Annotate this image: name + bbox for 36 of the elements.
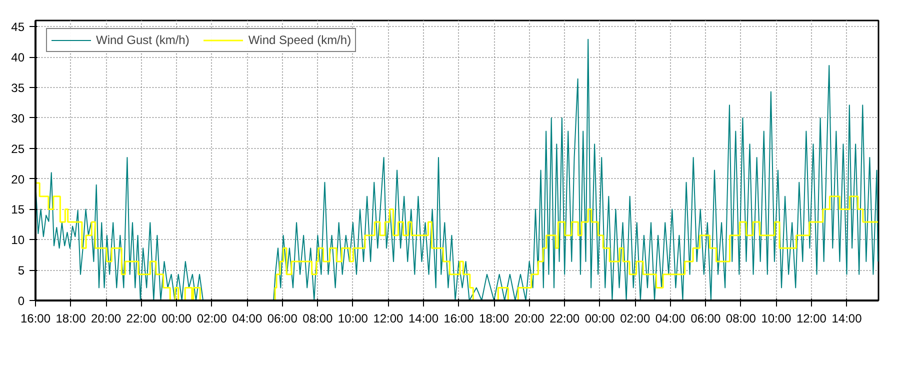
x-tick-label: 22:00 bbox=[126, 312, 157, 326]
legend-label: Wind Speed (km/h) bbox=[248, 33, 352, 47]
y-tick-label: 30 bbox=[11, 111, 25, 126]
y-tick-label: 0 bbox=[18, 294, 25, 308]
x-tick-label: 20:00 bbox=[514, 312, 545, 326]
x-tick-label: 08:00 bbox=[726, 312, 756, 326]
y-tick-label: 40 bbox=[11, 50, 25, 65]
x-tick-label: 20:00 bbox=[91, 312, 122, 326]
x-tick-label: 12:00 bbox=[373, 312, 404, 326]
y-tick-label: 10 bbox=[11, 233, 25, 248]
y-tick-label: 35 bbox=[11, 80, 25, 95]
y-tick-label: 20 bbox=[11, 172, 25, 186]
x-tick-label: 14:00 bbox=[408, 312, 439, 326]
x-tick-label: 02:00 bbox=[196, 312, 228, 326]
x-tick-label: 16:00 bbox=[20, 312, 51, 326]
x-tick-label: 08:00 bbox=[302, 312, 334, 326]
y-tick-label: 15 bbox=[11, 202, 25, 217]
x-tick-label: 18:00 bbox=[479, 312, 510, 326]
x-tick-label: 04:00 bbox=[655, 312, 686, 326]
x-tick-label: 22:00 bbox=[550, 312, 580, 326]
x-tick-label: 06:00 bbox=[267, 312, 298, 326]
x-tick-label: 18:00 bbox=[56, 312, 86, 326]
x-tick-label: 00:00 bbox=[584, 312, 616, 326]
x-tick-label: 00:00 bbox=[162, 312, 192, 326]
y-tick-label: 45 bbox=[11, 20, 25, 34]
x-tick-label: 10:00 bbox=[761, 312, 792, 326]
x-tick-label: 10:00 bbox=[338, 312, 368, 326]
x-tick-label: 04:00 bbox=[232, 312, 262, 326]
y-tick-label: 5 bbox=[18, 264, 25, 278]
x-tick-label: 06:00 bbox=[690, 312, 722, 326]
x-tick-label: 14:00 bbox=[832, 312, 862, 326]
legend-label: Wind Gust (km/h) bbox=[96, 33, 190, 47]
x-tick-label: 16:00 bbox=[444, 312, 474, 326]
y-tick-label: 25 bbox=[11, 142, 25, 156]
x-tick-label: 02:00 bbox=[620, 312, 650, 326]
x-tick-label: 12:00 bbox=[796, 312, 827, 326]
